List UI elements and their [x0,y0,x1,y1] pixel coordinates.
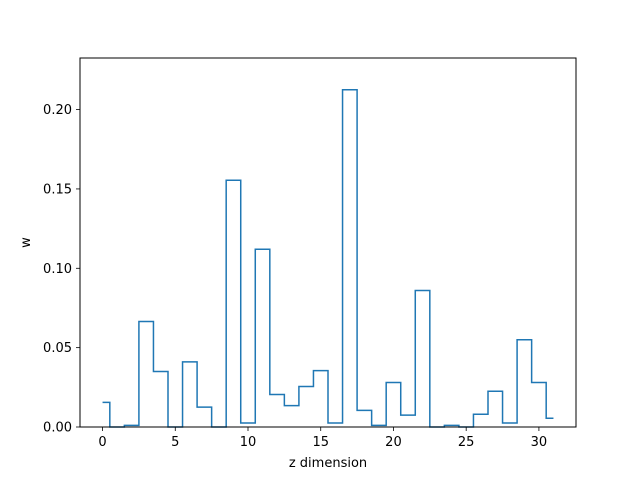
y-tick-label: 0.05 [43,341,72,356]
y-tick-label: 0.00 [43,421,72,436]
y-axis: 0.00 0.05 0.10 0.15 0.20 [43,103,80,436]
y-axis-label: w [19,237,34,248]
x-tick-label: 0 [98,435,106,450]
x-tick-label: 5 [171,435,179,450]
x-tick-label: 20 [385,435,402,450]
x-tick-label: 15 [312,435,329,450]
x-tick-label: 10 [240,435,257,450]
x-axis-label: z dimension [289,456,367,471]
x-tick-label: 25 [458,435,475,450]
x-tick-label: 30 [531,435,548,450]
x-axis: 0 5 10 15 20 25 30 [98,427,547,450]
y-tick-label: 0.10 [43,262,72,277]
y-tick-label: 0.15 [43,182,72,197]
y-tick-label: 0.20 [43,103,72,118]
axes-frame [79,57,577,428]
